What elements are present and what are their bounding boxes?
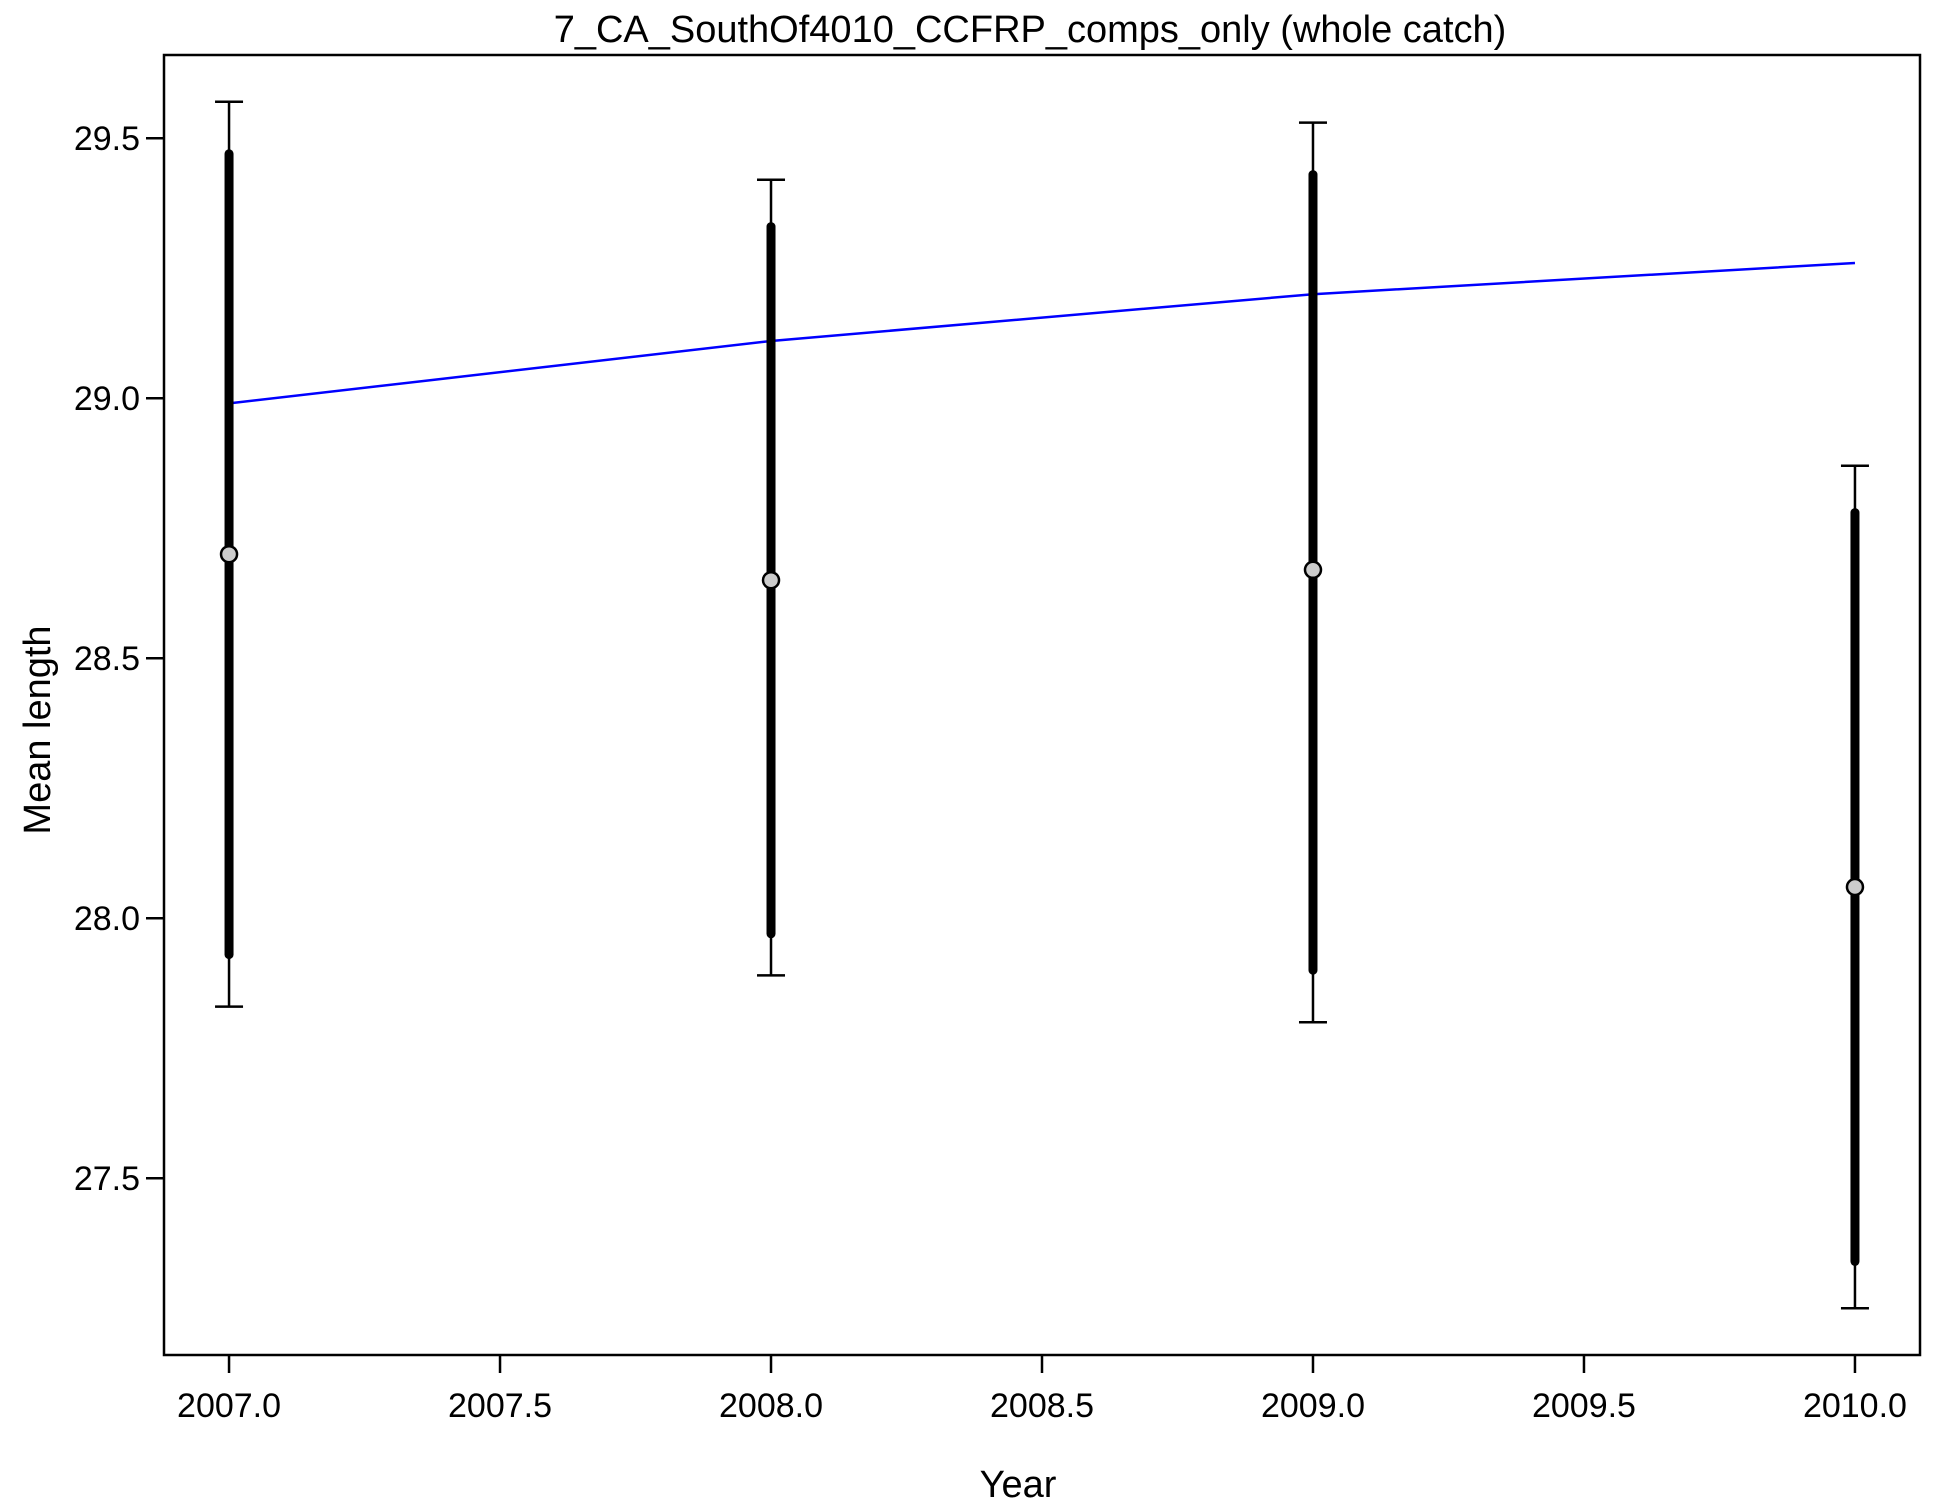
x-tick-label: 2007.0 (177, 1387, 281, 1425)
x-axis-title: Year (980, 1464, 1057, 1500)
chart-title: 7_CA_SouthOf4010_CCFRP_comps_only (whole… (554, 9, 1507, 51)
observed-point (1303, 560, 1323, 580)
x-tick-label: 2010.0 (1803, 1387, 1907, 1425)
x-tick-label: 2008.0 (719, 1387, 823, 1425)
x-tick-label: 2007.5 (448, 1387, 552, 1425)
expected-series (228, 261, 1856, 405)
plot-frame (162, 53, 1922, 1357)
expected-line (228, 261, 1856, 405)
y-tick-label: 28.0 (74, 900, 140, 938)
x-axis: 2007.0 2007.5 2008.0 2008.5 2009.0 2009.5 2010… (177, 1355, 1907, 1425)
x-tick-label: 2008.5 (990, 1387, 1094, 1425)
y-tick-label: 28.5 (74, 640, 140, 678)
observed-point (219, 544, 239, 564)
y-tick-label: 29.5 (74, 120, 140, 158)
x-tick-label: 2009.0 (1261, 1387, 1365, 1425)
observed-point (1845, 877, 1865, 897)
x-tick-label: 2009.5 (1532, 1387, 1636, 1425)
y-tick-label: 29.0 (74, 380, 140, 418)
y-tick-label: 27.5 (74, 1160, 140, 1198)
y-axis-title: Mean length (17, 625, 59, 834)
observed-point (761, 570, 781, 590)
observed-series (215, 100, 1869, 1310)
y-axis: 27.5 28.0 28.5 29.0 29.5 (74, 120, 164, 1198)
